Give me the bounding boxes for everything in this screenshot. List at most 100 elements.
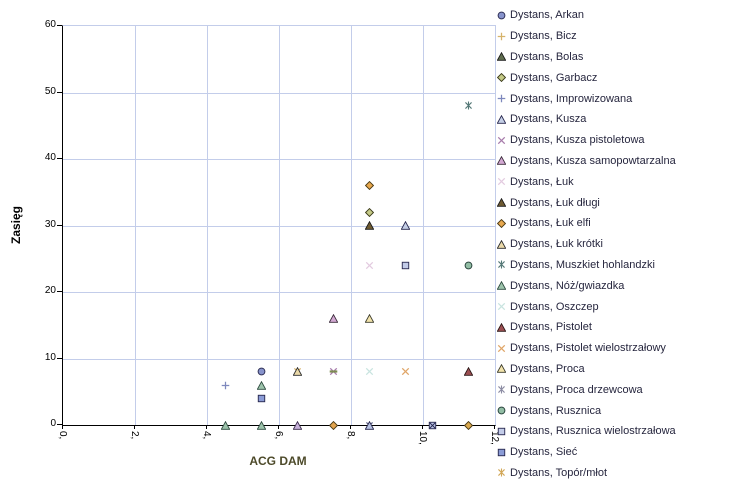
data-point-dystans-kusza	[400, 220, 410, 230]
legend-item-label: Dystans, Oszczep	[510, 300, 599, 313]
legend-item: Dystans, Muszkiet hohlandzki	[497, 255, 676, 276]
x-marker-icon	[497, 177, 506, 186]
y-axis-tick	[57, 357, 62, 359]
data-point-dystans-arkan	[257, 367, 266, 376]
legend-item-label: Dystans, Pistolet	[510, 321, 592, 334]
triangle-marker-icon	[496, 114, 507, 124]
x-tick-label: 10,	[417, 431, 428, 445]
data-point-dystans-nóż/gwiazdka	[220, 420, 230, 430]
legend-item-label: Dystans, Proca	[510, 362, 585, 375]
data-point-dystans-łuk-krótki	[292, 367, 302, 377]
data-point-dystans-pistolet-wielostrzałowy	[401, 367, 410, 376]
square-marker-icon	[497, 427, 506, 436]
data-point-dystans-łuk-elfi	[328, 420, 338, 430]
triangle-marker-icon	[496, 239, 507, 249]
legend-item: Dystans, Oszczep	[497, 296, 676, 317]
data-point-dystans-pistolet	[463, 367, 473, 377]
legend-item-label: Dystans, Proca drzewcowa	[510, 383, 643, 396]
legend-item: Dystans, Bolas	[496, 47, 676, 68]
legend-item: Dystans, Pistolet	[496, 317, 676, 338]
data-point-dystans-sieć	[257, 394, 266, 403]
horizontal-gridline	[63, 159, 495, 160]
legend-item: Dystans, Nóż/gwiazdka	[496, 275, 676, 296]
legend-item-label: Dystans, Sieć	[510, 446, 578, 459]
y-tick-label: 0	[50, 418, 56, 429]
data-point-dystans-łuk-elfi	[364, 180, 374, 191]
asterisk-marker-icon	[497, 468, 506, 477]
triangle-marker-icon	[496, 281, 507, 290]
legend-item-label: Dystans, Łuk krótki	[510, 238, 603, 251]
y-axis-tick	[57, 424, 62, 425]
y-tick-label: 50	[44, 85, 56, 97]
legend-item-label: Dystans, Kusza pistoletowa	[510, 134, 645, 147]
triangle-marker-icon	[496, 197, 507, 207]
triangle-marker-icon	[496, 156, 507, 166]
y-axis-tick	[57, 291, 62, 292]
triangle-marker-icon	[496, 52, 507, 62]
y-axis-title: Zasięg	[9, 206, 23, 245]
legend-item-label: Dystans, Topór/młot	[510, 466, 608, 479]
legend-item-label: Dystans, Improwizowana	[510, 92, 633, 105]
plus-marker-icon	[497, 32, 506, 41]
data-point-dystans-łuk	[365, 261, 374, 270]
y-tick-label: 10	[44, 351, 56, 363]
legend-item-label: Dystans, Bicz	[510, 30, 577, 43]
legend-item-label: Dystans, Arkan	[510, 9, 584, 22]
data-point-dystans-łuk-długi	[364, 220, 374, 230]
asterisk-marker-icon	[497, 260, 506, 269]
data-point-dystans-nóż/gwiazdka	[256, 420, 266, 430]
legend-item: Dystans, Bicz	[497, 26, 676, 47]
x-axis-tick	[206, 425, 207, 429]
y-axis-tick	[57, 224, 62, 226]
asterisk-marker-icon	[497, 385, 506, 394]
plot-area	[62, 25, 496, 430]
x-tick-label: 6,	[273, 431, 284, 440]
triangle-marker-icon	[496, 364, 507, 374]
legend-item-label: Dystans, Bolas	[510, 50, 584, 63]
plus-marker-icon	[497, 94, 506, 103]
data-point-dystans-rusznica-wielostrzałowa	[401, 261, 410, 270]
circle-marker-icon	[497, 406, 506, 415]
legend-item: Dystans, Kusza	[496, 109, 676, 130]
y-tick-label: 30	[44, 218, 56, 230]
x-tick-label: 0,	[57, 431, 68, 440]
data-point-dystans-kusza-samopowtarzalna	[292, 420, 302, 430]
legend-item-label: Dystans, Kusza samopowtarzalna	[510, 154, 676, 167]
horizontal-gridline	[63, 92, 495, 94]
legend-item-label: Dystans, Łuk długi	[510, 196, 600, 209]
y-tick-label: 60	[44, 19, 56, 30]
legend-item-label: Dystans, Rusznica wielostrzałowa	[510, 425, 676, 438]
legend-item-label: Dystans, Rusznica	[510, 404, 602, 417]
data-point-dystans-oszczep	[365, 367, 374, 376]
y-tick-label: 40	[44, 152, 56, 163]
legend-item-label: Dystans, Łuk elfi	[510, 217, 591, 230]
legend-item: Dystans, Łuk krótki	[496, 234, 676, 255]
y-axis-tick	[57, 25, 62, 26]
horizontal-gridline	[63, 225, 495, 227]
legend-item: Dystans, Łuk długi	[496, 192, 676, 213]
data-point-dystans-rusznica-wielostrzałowa	[428, 421, 437, 430]
data-point-dystans-kusza-samopowtarzalna	[328, 313, 338, 323]
legend-item: Dystans, Arkan	[497, 5, 676, 26]
legend-item: Dystans, Kusza pistoletowa	[497, 130, 676, 151]
circle-marker-icon	[497, 11, 506, 20]
y-axis-tick	[57, 91, 62, 93]
data-point-dystans-proca	[364, 313, 374, 323]
square-marker-icon	[497, 448, 506, 457]
diamond-marker-icon	[496, 218, 507, 228]
legend-item: Dystans, Rusznica wielostrzałowa	[497, 421, 676, 442]
legend-item: Dystans, Kusza samopowtarzalna	[496, 151, 676, 172]
data-point-dystans-garbacz	[364, 207, 374, 217]
x-marker-icon	[497, 136, 506, 145]
x-marker-icon	[497, 302, 506, 311]
legend-item-label: Dystans, Garbacz	[510, 71, 598, 84]
data-point-dystans-bolas	[329, 367, 338, 376]
y-axis-tick	[57, 158, 62, 159]
y-tick-label: 20	[44, 285, 56, 296]
data-point-dystans-improwizowana	[221, 381, 230, 390]
x-axis-tick	[350, 425, 351, 429]
legend-item: Dystans, Rusznica	[497, 400, 676, 421]
legend-item: Dystans, Proca drzewcowa	[497, 379, 676, 400]
x-axis-tick	[422, 425, 423, 429]
